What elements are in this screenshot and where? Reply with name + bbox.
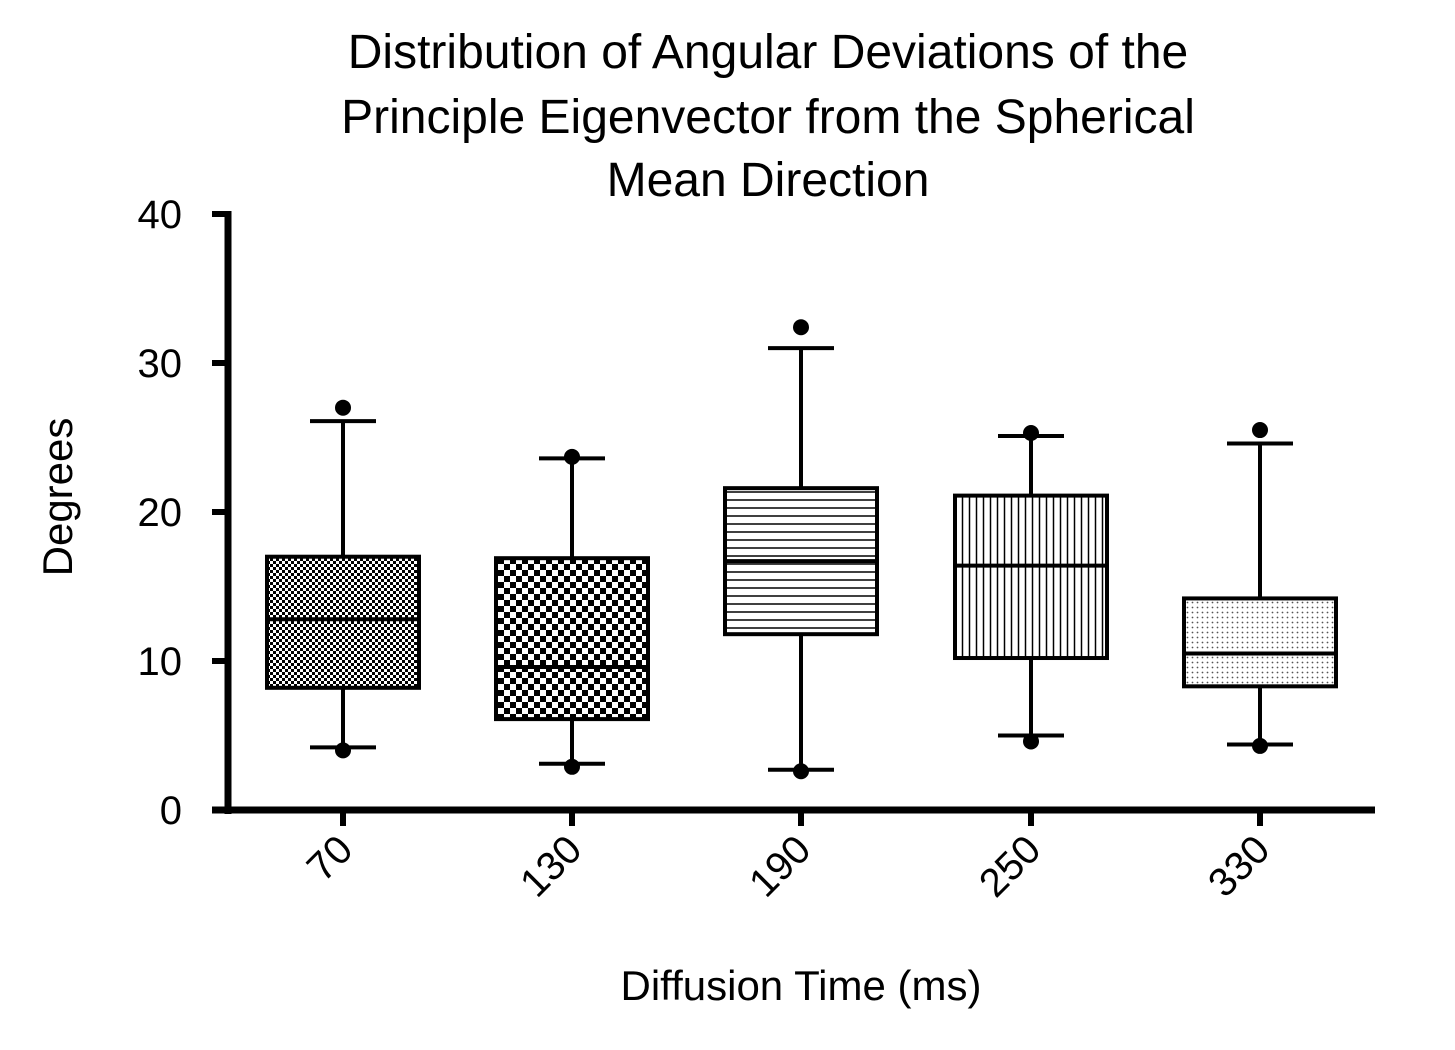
outlier-point [793, 319, 809, 336]
box-130 [494, 448, 650, 775]
x-tick-label: 330 [1200, 827, 1278, 905]
iqr-box [494, 556, 650, 722]
outlier-point [564, 448, 580, 465]
outlier-point [793, 763, 809, 780]
x-tick-label: 70 [299, 827, 362, 890]
outlier-point [335, 742, 351, 759]
chart-title: Distribution of Angular Deviations of th… [341, 26, 1195, 207]
box-250 [953, 425, 1109, 750]
y-axis: 0 10 20 30 40 [138, 193, 232, 833]
y-tick-label: 20 [138, 491, 183, 535]
y-tick-label: 0 [160, 789, 182, 833]
outlier-point [1023, 733, 1039, 750]
y-axis-label: Degrees [34, 418, 81, 577]
x-tick-label: 130 [512, 827, 590, 905]
chart-title-line-3: Mean Direction [607, 154, 930, 207]
outlier-point [1252, 737, 1268, 754]
box-series [265, 319, 1338, 780]
outlier-point [335, 399, 351, 416]
outlier-point [1023, 425, 1039, 442]
iqr-box [1182, 596, 1338, 689]
chart-title-line-2: Principle Eigenvector from the Spherical [341, 91, 1195, 144]
y-tick-label: 30 [138, 342, 183, 386]
box-70 [265, 399, 421, 759]
x-axis: 70 130 190 250 330 [212, 806, 1375, 906]
iqr-box [265, 554, 421, 690]
outlier-point [1252, 422, 1268, 439]
iqr-box [953, 493, 1109, 661]
box-190 [723, 319, 879, 780]
x-tick-label: 190 [741, 827, 819, 905]
y-tick-label: 40 [138, 193, 183, 237]
x-tick-label: 250 [971, 827, 1049, 905]
x-axis-label: Diffusion Time (ms) [621, 962, 982, 1009]
outlier-point [564, 758, 580, 775]
chart-title-line-1: Distribution of Angular Deviations of th… [348, 26, 1188, 79]
y-tick-label: 10 [138, 640, 183, 684]
box-330 [1182, 422, 1338, 754]
